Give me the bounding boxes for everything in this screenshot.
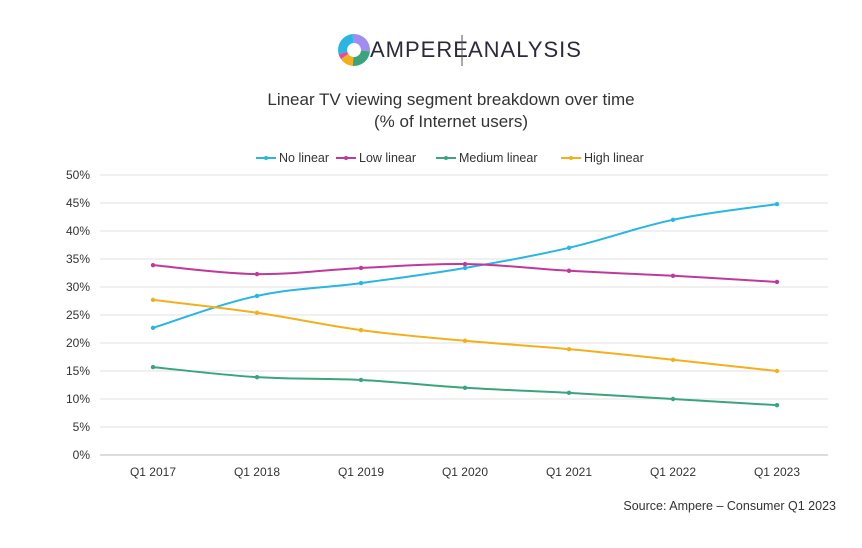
x-tick-label: Q1 2022 (650, 465, 696, 479)
data-point (462, 338, 468, 343)
logo-sub: ANALYSIS (468, 37, 582, 62)
logo-segment (352, 50, 370, 67)
legend-marker (264, 156, 268, 160)
data-point (254, 310, 260, 315)
data-point (150, 364, 156, 370)
data-point (774, 279, 780, 285)
legend-label: High linear (584, 151, 644, 165)
legend-marker (569, 156, 573, 160)
data-point (774, 201, 780, 207)
logo-segment (352, 34, 370, 52)
ampere-logo (338, 34, 370, 67)
y-tick-label: 0% (73, 448, 91, 462)
x-tick-label: Q1 2019 (338, 465, 384, 479)
logo-segment (340, 54, 354, 66)
chart-title: Linear TV viewing segment breakdown over… (267, 90, 634, 109)
data-point (774, 402, 780, 408)
data-point (150, 297, 156, 303)
data-point (254, 271, 260, 277)
y-tick-label: 25% (66, 308, 90, 322)
series-line (152, 298, 778, 372)
y-tick-label: 15% (66, 364, 90, 378)
x-tick-label: Q1 2023 (754, 465, 800, 479)
data-point (358, 265, 364, 271)
data-point (358, 327, 364, 333)
x-tick-label: Q1 2018 (234, 465, 280, 479)
data-point (150, 262, 156, 268)
legend-marker (444, 156, 448, 160)
data-point (150, 325, 156, 331)
legend-marker (344, 156, 348, 160)
x-tick-label: Q1 2021 (546, 465, 592, 479)
y-tick-label: 50% (66, 168, 90, 182)
data-point (566, 268, 572, 273)
legend-label: Low linear (359, 151, 416, 165)
data-point (566, 390, 572, 396)
y-tick-label: 40% (66, 224, 90, 238)
data-point (358, 377, 364, 383)
source-note: Source: Ampere – Consumer Q1 2023 (623, 499, 836, 513)
data-point (670, 217, 676, 222)
data-point (670, 357, 676, 362)
data-point (254, 374, 260, 380)
y-tick-label: 10% (66, 392, 90, 406)
data-point (774, 368, 780, 374)
legend-label: No linear (279, 151, 329, 165)
logo-brand: AMPERE (370, 37, 469, 62)
y-tick-label: 5% (73, 420, 91, 434)
data-point (462, 385, 468, 390)
data-point (358, 280, 364, 286)
logo-segment (338, 34, 354, 55)
data-point (670, 396, 676, 402)
legend-label: Medium linear (459, 151, 538, 165)
x-tick-label: Q1 2020 (442, 465, 488, 479)
data-point (462, 265, 468, 271)
data-point (254, 293, 260, 299)
chart-subtitle: (% of Internet users) (374, 112, 528, 131)
logo-segment (338, 51, 349, 60)
data-point (462, 261, 468, 267)
y-tick-label: 20% (66, 336, 90, 350)
y-tick-label: 30% (66, 280, 90, 294)
data-point (670, 273, 676, 278)
data-point (566, 245, 572, 250)
y-tick-label: 35% (66, 252, 90, 266)
y-tick-label: 45% (66, 196, 90, 210)
x-tick-label: Q1 2017 (130, 465, 176, 479)
data-point (566, 346, 572, 352)
